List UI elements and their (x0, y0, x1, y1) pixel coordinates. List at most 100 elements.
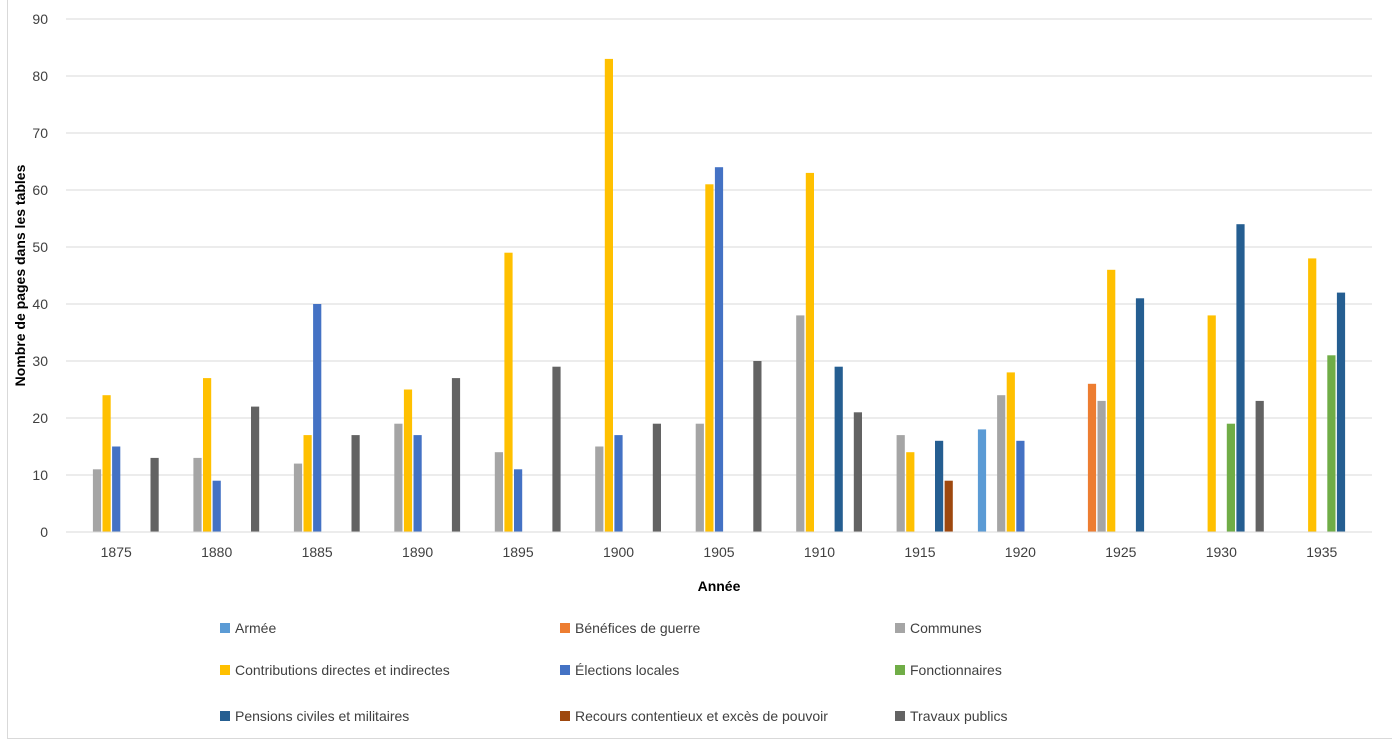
y-tick-label: 30 (32, 353, 48, 369)
bar (313, 304, 322, 532)
x-tick-label: 1935 (1306, 544, 1337, 560)
legend-swatch (220, 711, 230, 721)
x-axis-ticks: 1875 1880 1885 1890 1895 1900 1905 1910 1915 1920… (101, 544, 1338, 560)
x-axis-title: Année (698, 578, 741, 594)
x-tick-label: 1890 (402, 544, 433, 560)
y-axis-title: Nombre de pages dans les tables (12, 164, 28, 386)
bar (150, 457, 159, 532)
bar (896, 435, 905, 532)
bar (102, 395, 111, 532)
bar (514, 469, 523, 532)
x-tick-label: 1925 (1105, 544, 1136, 560)
bar (1207, 315, 1216, 532)
y-tick-label: 0 (40, 524, 48, 540)
bar (212, 480, 221, 532)
bar (1327, 355, 1336, 532)
bar (906, 452, 915, 532)
y-tick-label: 80 (32, 68, 48, 84)
bar (652, 423, 661, 532)
bar (112, 446, 121, 532)
chart-frame (7, 0, 1392, 739)
legend-label: Travaux publics (910, 708, 1008, 724)
bar (695, 423, 704, 532)
legend-swatch (560, 711, 570, 721)
bar (494, 452, 503, 532)
legend-swatch (895, 623, 905, 633)
y-tick-label: 90 (32, 11, 48, 27)
bar (1336, 292, 1346, 532)
bar (92, 469, 102, 532)
bar (403, 389, 413, 532)
bar (303, 435, 312, 532)
bar (796, 315, 805, 532)
y-tick-label: 20 (32, 410, 48, 426)
bar (935, 440, 944, 532)
bar (1255, 400, 1264, 532)
bar (451, 378, 461, 532)
x-tick-label: 1915 (904, 544, 935, 560)
legend-label: Fonctionnaires (910, 662, 1002, 678)
legend-label: Communes (910, 620, 982, 636)
bar (705, 184, 714, 533)
y-tick-label: 50 (32, 239, 48, 255)
legend-swatch (220, 623, 230, 633)
bar (1226, 423, 1235, 532)
x-tick-label: 1910 (804, 544, 835, 560)
bar (413, 435, 422, 532)
bar (853, 412, 862, 532)
x-tick-label: 1900 (603, 544, 634, 560)
legend-swatch (895, 711, 905, 721)
bar (1236, 224, 1245, 532)
bar (552, 366, 561, 532)
x-tick-label: 1875 (101, 544, 132, 560)
legend-label: Contributions directes et indirectes (235, 662, 450, 678)
bar (1006, 372, 1015, 532)
y-axis-ticks: 0 10 20 30 40 50 60 70 80 90 (32, 11, 48, 540)
bar (193, 457, 202, 532)
x-tick-label: 1905 (703, 544, 734, 560)
legend-swatch (560, 665, 570, 675)
bar (1135, 298, 1145, 532)
bar (714, 167, 724, 532)
y-tick-label: 10 (32, 467, 48, 483)
bars (92, 58, 1346, 533)
bar (977, 429, 987, 532)
bar (1016, 440, 1025, 532)
legend: Armée Bénéfices de guerre Communes Contribu… (220, 620, 1008, 724)
bar (1097, 400, 1106, 532)
x-tick-label: 1930 (1206, 544, 1237, 560)
legend-label: Armée (235, 620, 276, 636)
x-tick-label: 1920 (1005, 544, 1036, 560)
bar (1308, 258, 1317, 532)
bar (753, 361, 762, 532)
bar (251, 406, 260, 532)
bar (614, 435, 623, 532)
legend-label: Recours contentieux et excès de pouvoir (575, 708, 828, 724)
bar (805, 172, 814, 532)
bar (1087, 383, 1097, 532)
legend-swatch (895, 665, 905, 675)
bar (997, 395, 1006, 532)
bar (604, 58, 613, 533)
bar (595, 446, 604, 532)
bar (944, 480, 953, 532)
x-tick-label: 1895 (502, 544, 533, 560)
bar (504, 252, 513, 532)
y-tick-label: 60 (32, 182, 48, 198)
bar (293, 463, 303, 532)
x-tick-label: 1885 (302, 544, 333, 560)
bar (203, 378, 212, 532)
x-tick-label: 1880 (201, 544, 232, 560)
legend-swatch (560, 623, 570, 633)
legend-label: Élections locales (575, 662, 679, 678)
bar (1107, 269, 1116, 532)
bar (834, 366, 843, 532)
bar (394, 423, 403, 532)
legend-swatch (220, 665, 230, 675)
y-tick-label: 40 (32, 296, 48, 312)
bar (351, 435, 360, 532)
legend-label: Pensions civiles et militaires (235, 708, 409, 724)
y-tick-label: 70 (32, 125, 48, 141)
legend-label: Bénéfices de guerre (575, 620, 701, 636)
